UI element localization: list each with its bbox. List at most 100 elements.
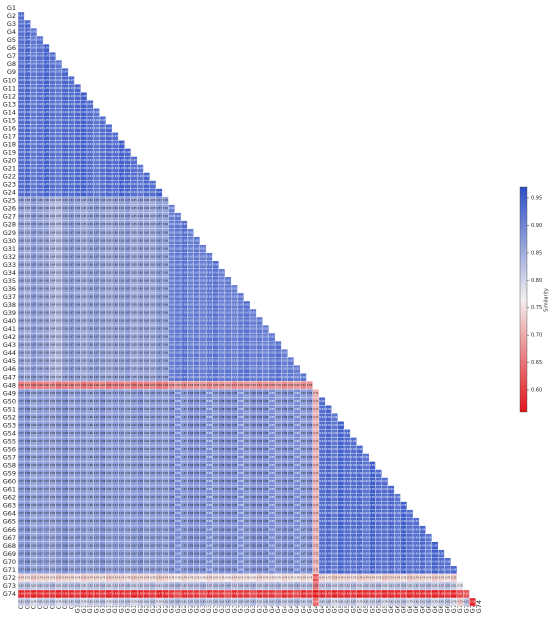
cell-value: 0.88 (250, 552, 256, 555)
cell-value: 0.88 (263, 440, 269, 443)
cell-value: 0.87 (156, 271, 162, 274)
cell-value: 0.86 (106, 552, 112, 555)
cell-value: 0.84 (50, 231, 56, 234)
cell-value: 0.87 (244, 552, 250, 555)
cell-value: 0.91 (232, 287, 238, 290)
cell-value: 0.89 (269, 464, 275, 467)
cell-value: 0.94 (25, 71, 31, 74)
cell-value: 0.86 (18, 255, 24, 258)
cell-value: 0.92 (225, 376, 231, 379)
cell-value: 0.93 (319, 424, 325, 427)
cell-value: 0.87 (156, 295, 162, 298)
cell-value: 0.92 (94, 191, 100, 194)
cell-value: 0.86 (119, 199, 125, 202)
cell-value: 0.85 (81, 295, 87, 298)
cell-value: 0.83 (56, 215, 62, 218)
cell-value: 0.86 (18, 360, 24, 363)
cell-value: 0.87 (244, 512, 250, 515)
cell-value: 0.94 (75, 183, 81, 186)
cell-value: 0.86 (50, 440, 56, 443)
cell-value: 0.87 (44, 568, 50, 571)
cell-value: 0.92 (56, 119, 62, 122)
cell-value: 0.87 (94, 424, 100, 427)
cell-value: 0.89 (207, 496, 213, 499)
cell-value: 0.92 (94, 175, 100, 178)
cell-value: 0.69 (294, 384, 300, 387)
cell-value: 0.88 (200, 536, 206, 539)
cell-value: 0.86 (163, 215, 169, 218)
cell-value: 0.87 (81, 408, 87, 411)
cell-value: 0.95 (81, 191, 87, 194)
cell-value: 0.88 (232, 408, 238, 411)
cell-value: 0.87 (113, 528, 119, 531)
cell-value: 0.95 (338, 560, 344, 563)
cell-value: 0.88 (232, 512, 238, 515)
cell-value: 0.66 (138, 384, 144, 387)
cell-value: 0.85 (150, 247, 156, 250)
cell-value: 0.92 (175, 239, 181, 242)
cell-value: 0.86 (44, 271, 50, 274)
cell-value: 0.92 (238, 304, 244, 307)
cell-value: 0.88 (257, 448, 263, 451)
column-label: G16 (111, 600, 119, 613)
cell-value: 0.87 (301, 400, 307, 403)
cell-value: 0.86 (87, 207, 93, 210)
cell-value: 0.92 (238, 368, 244, 371)
cell-value: 0.88 (250, 480, 256, 483)
cell-value: 0.92 (207, 263, 213, 266)
cell-value: 0.93 (213, 279, 219, 282)
cell-value: 0.93 (18, 191, 24, 194)
cell-value: 0.65 (156, 384, 162, 387)
cell-value: 0.95 (44, 103, 50, 106)
cell-value: 0.85 (81, 199, 87, 202)
row-label: G61 (3, 486, 16, 494)
cell-value: 0.87 (31, 215, 37, 218)
cell-value: 0.87 (213, 528, 219, 531)
cell-value: 0.87 (181, 528, 187, 531)
cell-value: 0.87 (56, 496, 62, 499)
cell-value: 0.87 (131, 528, 137, 531)
row-label: G64 (3, 510, 16, 518)
cell-value: 0.87 (181, 440, 187, 443)
cell-value: 0.88 (62, 448, 68, 451)
cell-value: 0.87 (276, 424, 282, 427)
cell-value: 0.89 (269, 480, 275, 483)
cell-value: 0.86 (163, 400, 169, 403)
cell-value: 0.94 (25, 135, 31, 138)
cell-value: 0.88 (194, 528, 200, 531)
cell-value: 0.93 (37, 103, 43, 106)
cell-value: 0.86 (163, 456, 169, 459)
cell-value: 0.87 (94, 480, 100, 483)
cell-value: 0.93 (244, 360, 250, 363)
cell-value: 0.93 (18, 127, 24, 130)
cell-value: 0.86 (125, 392, 131, 395)
cell-value: 0.93 (181, 263, 187, 266)
cell-value: 0.87 (119, 464, 125, 467)
cell-value: 0.87 (131, 456, 137, 459)
row-label: G7 (7, 52, 16, 60)
cell-value: 0.86 (138, 295, 144, 298)
cell-value: 0.95 (81, 119, 87, 122)
cell-value: 0.94 (388, 528, 394, 531)
cell-value: 0.87 (81, 480, 87, 483)
cell-value: 0.89 (207, 424, 213, 427)
column-label: G60 (387, 600, 395, 613)
cell-value: 0.86 (100, 223, 106, 226)
cell-value: 0.92 (194, 352, 200, 355)
cell-value: 0.92 (175, 247, 181, 250)
cell-value: 0.88 (263, 392, 269, 395)
cell-value: 0.95 (401, 536, 407, 539)
cell-value: 0.86 (144, 352, 150, 355)
cell-value: 0.92 (194, 336, 200, 339)
cell-value: 0.88 (225, 496, 231, 499)
cell-value: 0.88 (225, 488, 231, 491)
cell-value: 0.84 (50, 247, 56, 250)
column-label: G69 (444, 600, 452, 613)
cell-value: 0.88 (288, 432, 294, 435)
cell-value: 0.86 (50, 456, 56, 459)
row-label: G25 (3, 197, 16, 205)
cell-value: 0.86 (163, 255, 169, 258)
cell-value: 0.88 (282, 432, 288, 435)
cell-value: 0.87 (94, 279, 100, 282)
cell-value: 0.95 (44, 183, 50, 186)
